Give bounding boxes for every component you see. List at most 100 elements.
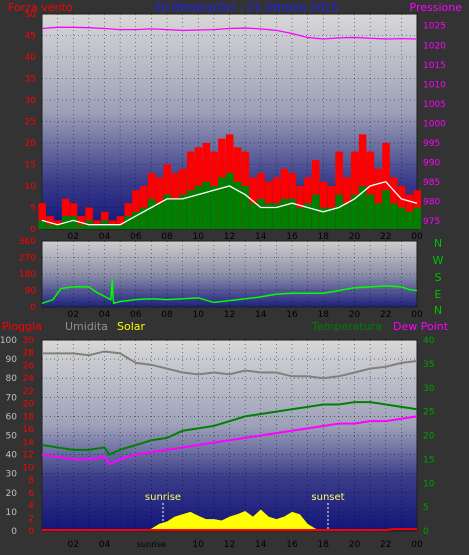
bot-left-tick-10: 10 bbox=[6, 508, 18, 518]
top-left-tick-50: 50 bbox=[25, 10, 37, 20]
series-wind_avg-bar-23 bbox=[218, 177, 226, 229]
series-wind_avg-bar-35 bbox=[311, 194, 320, 229]
series-humidity-line bbox=[42, 350, 418, 380]
series-rain-line bbox=[42, 528, 417, 532]
series-wind_avg-bar-25 bbox=[233, 181, 242, 229]
series-wind_max-bar-41 bbox=[358, 134, 367, 229]
series-wind_other-line bbox=[41, 180, 418, 226]
mid-xlabel-3: 08 bbox=[161, 310, 173, 320]
series-pressure-line bbox=[41, 26, 418, 40]
series-wind_avg-bar-38 bbox=[335, 194, 343, 229]
top-right-tick-1015: 1015 bbox=[423, 61, 446, 71]
mid-xlabel-10: 22 bbox=[380, 310, 391, 320]
bot-xlabel-1: 04 bbox=[99, 540, 111, 550]
bot-left2-tick-16: 16 bbox=[23, 425, 35, 435]
mid-left-tick-180: 180 bbox=[19, 270, 36, 280]
series-wind_max-bar-40 bbox=[351, 151, 359, 229]
mid-xlabel-7: 16 bbox=[286, 310, 298, 320]
series-direction-line bbox=[41, 279, 418, 305]
series-wind_avg-bar-33 bbox=[296, 207, 304, 229]
bot-xlabel-7: 18 bbox=[318, 540, 330, 550]
top-left-tick-0: 0 bbox=[30, 225, 36, 235]
series-wind_max-bar-0 bbox=[38, 203, 46, 229]
series-wind_avg-bar-26 bbox=[241, 186, 250, 229]
bot-left2-tick-0: 0 bbox=[28, 527, 34, 537]
bot-left-tick-0: 0 bbox=[11, 527, 17, 537]
bot-left2-tick-28: 28 bbox=[23, 349, 35, 359]
bot-xlabel-4: 12 bbox=[224, 540, 235, 550]
series-wind_max-bar-42 bbox=[366, 151, 375, 229]
series-wind_avg-bar-7 bbox=[93, 224, 101, 229]
series-wind_avg-bar-34 bbox=[304, 203, 312, 229]
top-right-tick-1020: 1020 bbox=[423, 41, 446, 51]
header-date-range: 20 Ottobre/Oct - 21 Ottobre 2015 bbox=[154, 1, 338, 14]
top-left-tick-20: 20 bbox=[25, 139, 37, 149]
mid-xlabel-9: 20 bbox=[349, 310, 361, 320]
bot-left2-tick-2: 2 bbox=[28, 514, 34, 524]
bot-left2-tick-20: 20 bbox=[23, 400, 35, 410]
top-xlabel-11: 00 bbox=[411, 232, 423, 242]
label-solar: Solar bbox=[117, 320, 146, 333]
series-wind_avg-bar-19 bbox=[186, 190, 195, 229]
bot-xlabel-2: sunrise bbox=[137, 540, 166, 549]
series-wind_avg-bar-28 bbox=[257, 198, 265, 229]
bot-right-tick-0: 0 bbox=[423, 527, 429, 537]
mid-xlabel-6: 14 bbox=[255, 310, 267, 320]
series-wind_max-bar-3 bbox=[61, 198, 70, 229]
bot-left-tick-100: 100 bbox=[0, 336, 17, 346]
top-xlabel-2: 06 bbox=[130, 232, 142, 242]
header-wind-label: Forza vento bbox=[8, 1, 73, 14]
bot-left2-tick-26: 26 bbox=[23, 361, 35, 371]
top-left-tick-5: 5 bbox=[30, 204, 36, 214]
bot-left-tick-70: 70 bbox=[6, 393, 18, 403]
top-left-tick-10: 10 bbox=[25, 182, 37, 192]
bot-left-tick-50: 50 bbox=[6, 432, 18, 442]
bot-xlabel-0: 02 bbox=[68, 540, 79, 550]
series-wind_avg-bar-24 bbox=[226, 173, 234, 229]
mid-xlabel-4: 10 bbox=[193, 310, 205, 320]
top-right-tick-1025: 1025 bbox=[423, 22, 446, 32]
top-left-tick-35: 35 bbox=[25, 75, 36, 85]
bot-xlabel-5: 14 bbox=[255, 540, 267, 550]
series-wind_avg-bar-27 bbox=[249, 203, 257, 229]
compass-w: W bbox=[433, 254, 444, 267]
top-xlabel-0: 02 bbox=[68, 232, 79, 242]
series-wind_avg-bar-30 bbox=[272, 203, 281, 229]
mid-left-tick-90: 90 bbox=[25, 287, 37, 297]
series-wind_avg-bar-5 bbox=[77, 224, 86, 229]
mid-left-tick-360: 360 bbox=[19, 237, 36, 247]
label-temperature: Temperatura bbox=[311, 320, 382, 333]
compass-s: S bbox=[435, 271, 442, 284]
top-xlabel-4: 10 bbox=[193, 232, 205, 242]
top-right-tick-980: 980 bbox=[423, 198, 440, 208]
series-wind_avg-bar-41 bbox=[358, 186, 367, 229]
series-solar-area bbox=[42, 509, 417, 531]
series-wind_avg-bar-36 bbox=[319, 207, 328, 229]
mid-xlabel-0: 02 bbox=[68, 310, 79, 320]
series-wind_avg-bar-46 bbox=[397, 207, 406, 229]
bot-left-tick-60: 60 bbox=[6, 412, 18, 422]
label-rain: Pioggia bbox=[2, 320, 42, 333]
top-xlabel-10: 22 bbox=[380, 232, 391, 242]
bot-right-tick-20: 20 bbox=[423, 432, 435, 442]
series-wind_avg-bar-21 bbox=[202, 181, 211, 229]
series-wind_avg-bar-14 bbox=[147, 198, 156, 229]
bot-right-tick-30: 30 bbox=[423, 384, 435, 394]
bot-right-tick-10: 10 bbox=[423, 479, 435, 489]
series-wind_avg-bar-17 bbox=[171, 198, 179, 229]
series-wind_max-bar-36 bbox=[319, 181, 328, 229]
top-left-tick-40: 40 bbox=[25, 53, 37, 63]
series-wind_avg-bar-15 bbox=[155, 203, 164, 229]
top-xlabel-8: 18 bbox=[318, 232, 330, 242]
label-humidity: Umidita bbox=[65, 320, 108, 333]
bot-right-tick-35: 35 bbox=[423, 360, 434, 370]
compass-n-bottom: N bbox=[434, 304, 442, 317]
series-wind_avg-bar-29 bbox=[265, 203, 273, 229]
top-left-tick-45: 45 bbox=[25, 32, 36, 42]
bot-left-tick-40: 40 bbox=[6, 451, 18, 461]
series-wind_avg-bar-9 bbox=[108, 224, 117, 229]
bot-right-tick-25: 25 bbox=[423, 408, 434, 418]
bot-left2-tick-10: 10 bbox=[23, 463, 35, 473]
top-right-tick-1000: 1000 bbox=[423, 119, 446, 129]
bot-xlabel-3: 10 bbox=[193, 540, 205, 550]
